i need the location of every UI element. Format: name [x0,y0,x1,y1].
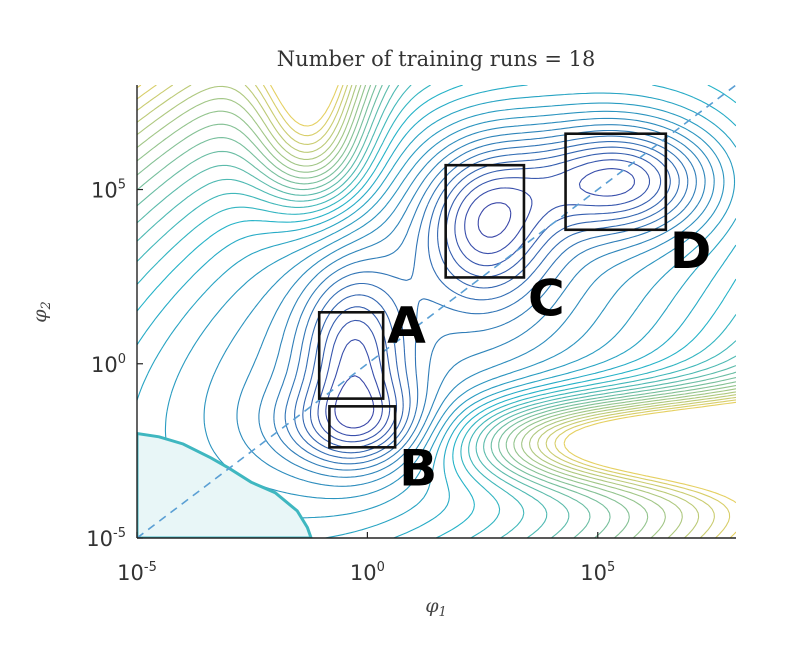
contour-line [236,117,715,487]
region-boxes: A B C D [317,132,712,497]
contour-line [137,85,736,538]
contour-line [294,141,680,459]
contour-line [258,124,706,478]
contour-line [137,85,736,538]
contour-line [137,85,736,538]
chart-title: Number of training runs = 18 [277,47,596,71]
box-a [317,310,385,400]
x-tick-label: 100 [350,560,385,585]
box-label-b: B [399,439,437,497]
contour-line [137,85,736,538]
contour-line [302,146,671,454]
box-label-a: A [387,296,426,354]
x-axis-label: φ1 [425,595,447,620]
x-tick-label: 105 [580,560,615,585]
contour-line [137,85,736,538]
plot-area [137,85,736,538]
box-d [564,132,668,232]
box-label-c: C [528,269,565,327]
contour-line [137,85,736,538]
y-axis-label: φ2 [29,301,54,323]
contour-line [137,85,736,538]
box-c [444,163,526,279]
undefined-region-fill [137,431,313,538]
x-tick-label: 10-5 [117,560,157,585]
contour-lines [137,85,736,538]
contour-line [334,202,512,429]
box-b [328,405,397,449]
contour-line [137,85,736,538]
y-tick-label: 10-5 [86,526,126,551]
contour-line [137,85,736,538]
y-tick-label: 105 [91,178,126,203]
axis-ticks: 10-5 100 105 105 100 10-5 [86,178,615,585]
y-tick-label: 100 [91,352,126,377]
box-label-d: D [670,222,712,280]
contour-line [137,85,736,538]
undefined-region [137,431,313,538]
contour-line [273,129,697,471]
contour-line [325,168,635,437]
